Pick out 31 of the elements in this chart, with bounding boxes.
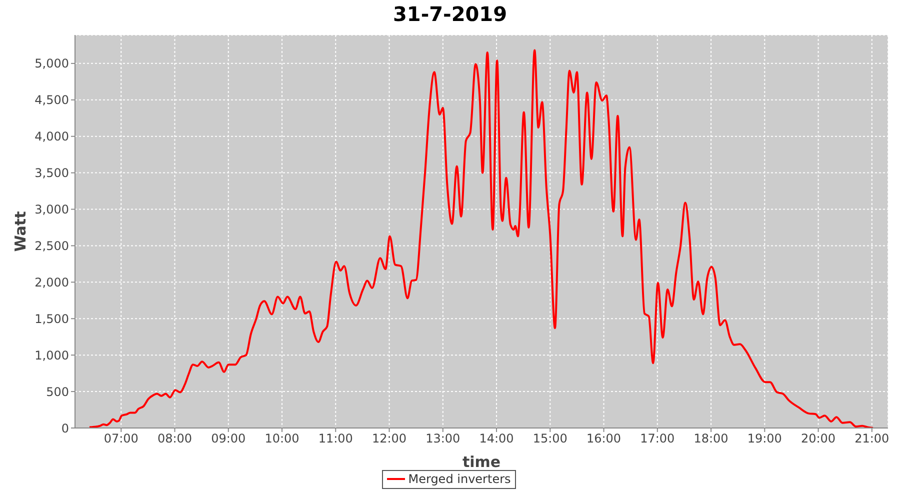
x-tick-label: 16:00 <box>586 432 622 446</box>
y-tick-label: 5,000 <box>34 56 69 71</box>
x-tick-label: 13:00 <box>426 432 460 446</box>
y-tick-label: 4,000 <box>34 130 69 144</box>
x-tick-label: 18:00 <box>694 432 728 446</box>
x-tick-label: 17:00 <box>640 432 675 446</box>
y-tick-label: 1,500 <box>34 312 69 326</box>
x-tick-label: 15:00 <box>532 432 568 446</box>
x-tick-label: 10:00 <box>264 432 300 446</box>
chart-title: 31-7-2019 <box>392 1 508 27</box>
y-tick-label: 3,000 <box>34 202 69 217</box>
x-tick-label: 20:00 <box>800 432 836 446</box>
line-series <box>88 49 874 428</box>
x-tick-label: 14:00 <box>479 432 514 446</box>
y-tick-label: 1,000 <box>34 348 69 362</box>
y-axis-title: Watt <box>11 211 30 252</box>
x-tick-label: 11:00 <box>318 432 353 446</box>
y-tick-label: 3,500 <box>34 166 69 180</box>
y-tick-label: 2,500 <box>34 238 69 253</box>
x-tick-label: 09:00 <box>211 432 246 446</box>
y-tick-label: 500 <box>46 384 69 399</box>
x-axis-title: time <box>462 453 501 471</box>
y-tick-label: 4,500 <box>34 93 69 108</box>
x-tick-label: 21:00 <box>854 432 890 446</box>
y-tick-label: 0 <box>61 421 69 436</box>
x-tick-label: 07:00 <box>104 432 138 446</box>
x-tick-label: 19:00 <box>747 432 782 446</box>
y-tick-label: 2,000 <box>34 275 69 290</box>
x-tick-label: 12:00 <box>372 432 407 446</box>
legend-label: Merged inverters <box>408 472 511 486</box>
x-tick-label: 08:00 <box>157 432 192 446</box>
